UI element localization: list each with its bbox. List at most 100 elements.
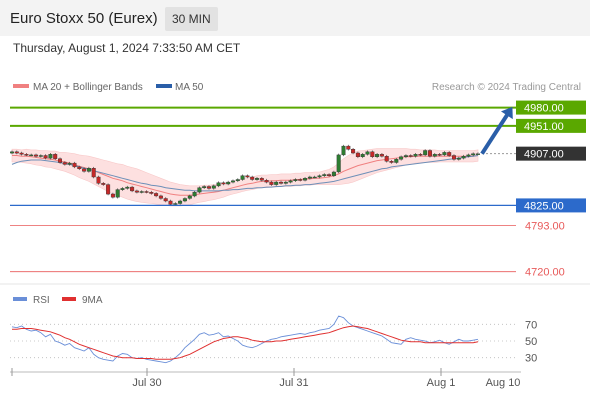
candle-down bbox=[379, 154, 384, 157]
rsi-tick-label: 50 bbox=[525, 336, 537, 348]
candle-down bbox=[418, 154, 423, 156]
candle-down bbox=[370, 151, 375, 158]
candle-up bbox=[173, 203, 178, 205]
rsi-legend-swatch bbox=[13, 297, 27, 301]
candle-up bbox=[293, 179, 298, 181]
candle-down bbox=[144, 191, 149, 193]
candle-down bbox=[43, 155, 48, 159]
time-axis-labels: Jul 30 Jul 31 Aug 1 Aug 10 bbox=[11, 368, 520, 389]
candle-down bbox=[250, 176, 255, 180]
candle-up bbox=[192, 191, 197, 197]
rsi-ma-line bbox=[12, 325, 479, 360]
candle-up bbox=[240, 175, 245, 180]
candlesticks bbox=[9, 144, 481, 206]
candle-down bbox=[72, 162, 77, 168]
candle-down bbox=[437, 154, 442, 156]
candle-up bbox=[317, 175, 322, 178]
ma20-legend-label: MA 20 + Bollinger Bands bbox=[33, 82, 143, 93]
candle-down bbox=[53, 154, 58, 159]
resistance-label: 4951.00 bbox=[524, 121, 564, 133]
current-price-label: 4907.00 bbox=[524, 149, 564, 161]
candle-down bbox=[134, 190, 139, 193]
candle-up bbox=[471, 153, 476, 156]
candle-down bbox=[428, 150, 433, 157]
rsi-legend-label: RSI bbox=[33, 295, 50, 306]
target-arrow-head bbox=[501, 106, 513, 120]
resistance-label: 4980.00 bbox=[524, 103, 564, 115]
candle-up bbox=[202, 186, 207, 188]
time-tick-label: Aug 1 bbox=[427, 377, 456, 389]
candle-up bbox=[283, 181, 288, 184]
rsi-line bbox=[11, 315, 479, 364]
candle-up bbox=[182, 198, 187, 202]
candle-up bbox=[115, 189, 120, 198]
candle-down bbox=[101, 183, 106, 185]
candle-up bbox=[461, 155, 466, 159]
candle-down bbox=[14, 151, 19, 154]
candle-down bbox=[110, 193, 115, 198]
candle-down bbox=[34, 154, 39, 157]
candle-up bbox=[466, 154, 471, 157]
target-arrow bbox=[480, 106, 513, 155]
candle-up bbox=[432, 154, 437, 157]
time-tick-label: Jul 31 bbox=[279, 377, 308, 389]
candle-up bbox=[322, 174, 327, 176]
candle-down bbox=[298, 179, 303, 181]
candle-down bbox=[154, 193, 159, 197]
candle-up bbox=[403, 155, 408, 157]
candle-up bbox=[274, 181, 279, 185]
candle-up bbox=[139, 191, 144, 193]
candle-up bbox=[216, 182, 221, 187]
candle-up bbox=[456, 157, 461, 160]
target-arrow-shaft bbox=[480, 112, 510, 155]
candle-up bbox=[423, 150, 428, 156]
candle-up bbox=[365, 151, 370, 155]
candle-up bbox=[375, 154, 380, 158]
support-label: 4825.00 bbox=[524, 200, 564, 212]
candle-down bbox=[452, 155, 457, 160]
candle-down bbox=[149, 191, 154, 194]
resistance-tag bbox=[516, 100, 586, 115]
candle-up bbox=[120, 188, 125, 190]
candle-down bbox=[408, 155, 413, 157]
rsi-tick-label: 70 bbox=[525, 319, 537, 331]
rsi-ma-legend-label: 9MA bbox=[82, 295, 103, 306]
candle-up bbox=[399, 156, 404, 160]
header-bar: Euro Stoxx 50 (Eurex) 30 MIN bbox=[0, 0, 590, 36]
candle-up bbox=[9, 151, 14, 154]
candle-down bbox=[355, 152, 360, 157]
candle-up bbox=[197, 187, 202, 193]
candle-down bbox=[58, 158, 63, 163]
candle-down bbox=[447, 152, 452, 156]
candle-down bbox=[279, 181, 284, 184]
candle-up bbox=[307, 176, 312, 179]
credit-label: Research © 2024 Trading Central bbox=[432, 82, 581, 93]
current-price-tag bbox=[516, 146, 586, 161]
candle-down bbox=[327, 174, 332, 176]
candle-down bbox=[259, 178, 264, 181]
candle-down bbox=[158, 195, 163, 199]
candle-up bbox=[341, 145, 346, 156]
timestamp: Thursday, August 1, 2024 7:33:50 AM CET bbox=[13, 41, 241, 55]
candle-up bbox=[67, 162, 72, 165]
candle-down bbox=[384, 155, 389, 162]
interval-button[interactable]: 30 MIN bbox=[165, 7, 218, 31]
candle-up bbox=[211, 185, 216, 189]
candle-down bbox=[163, 198, 168, 202]
candle-up bbox=[226, 181, 231, 185]
price-levels: 4980.00 4951.00 4907.00 4825.00 4793.00 4720.… bbox=[10, 100, 586, 279]
candle-down bbox=[77, 166, 82, 169]
candle-down bbox=[206, 186, 211, 189]
ma20-legend-swatch bbox=[13, 84, 29, 88]
candle-up bbox=[254, 178, 259, 180]
candle-down bbox=[106, 184, 111, 195]
resistance-tag bbox=[516, 118, 586, 133]
candle-up bbox=[86, 167, 91, 172]
candle-up bbox=[230, 180, 235, 183]
candle-up bbox=[38, 155, 43, 157]
candle-up bbox=[29, 154, 34, 157]
candle-up bbox=[336, 154, 341, 173]
candle-up bbox=[235, 179, 240, 181]
time-tick-label: Jul 30 bbox=[132, 377, 161, 389]
